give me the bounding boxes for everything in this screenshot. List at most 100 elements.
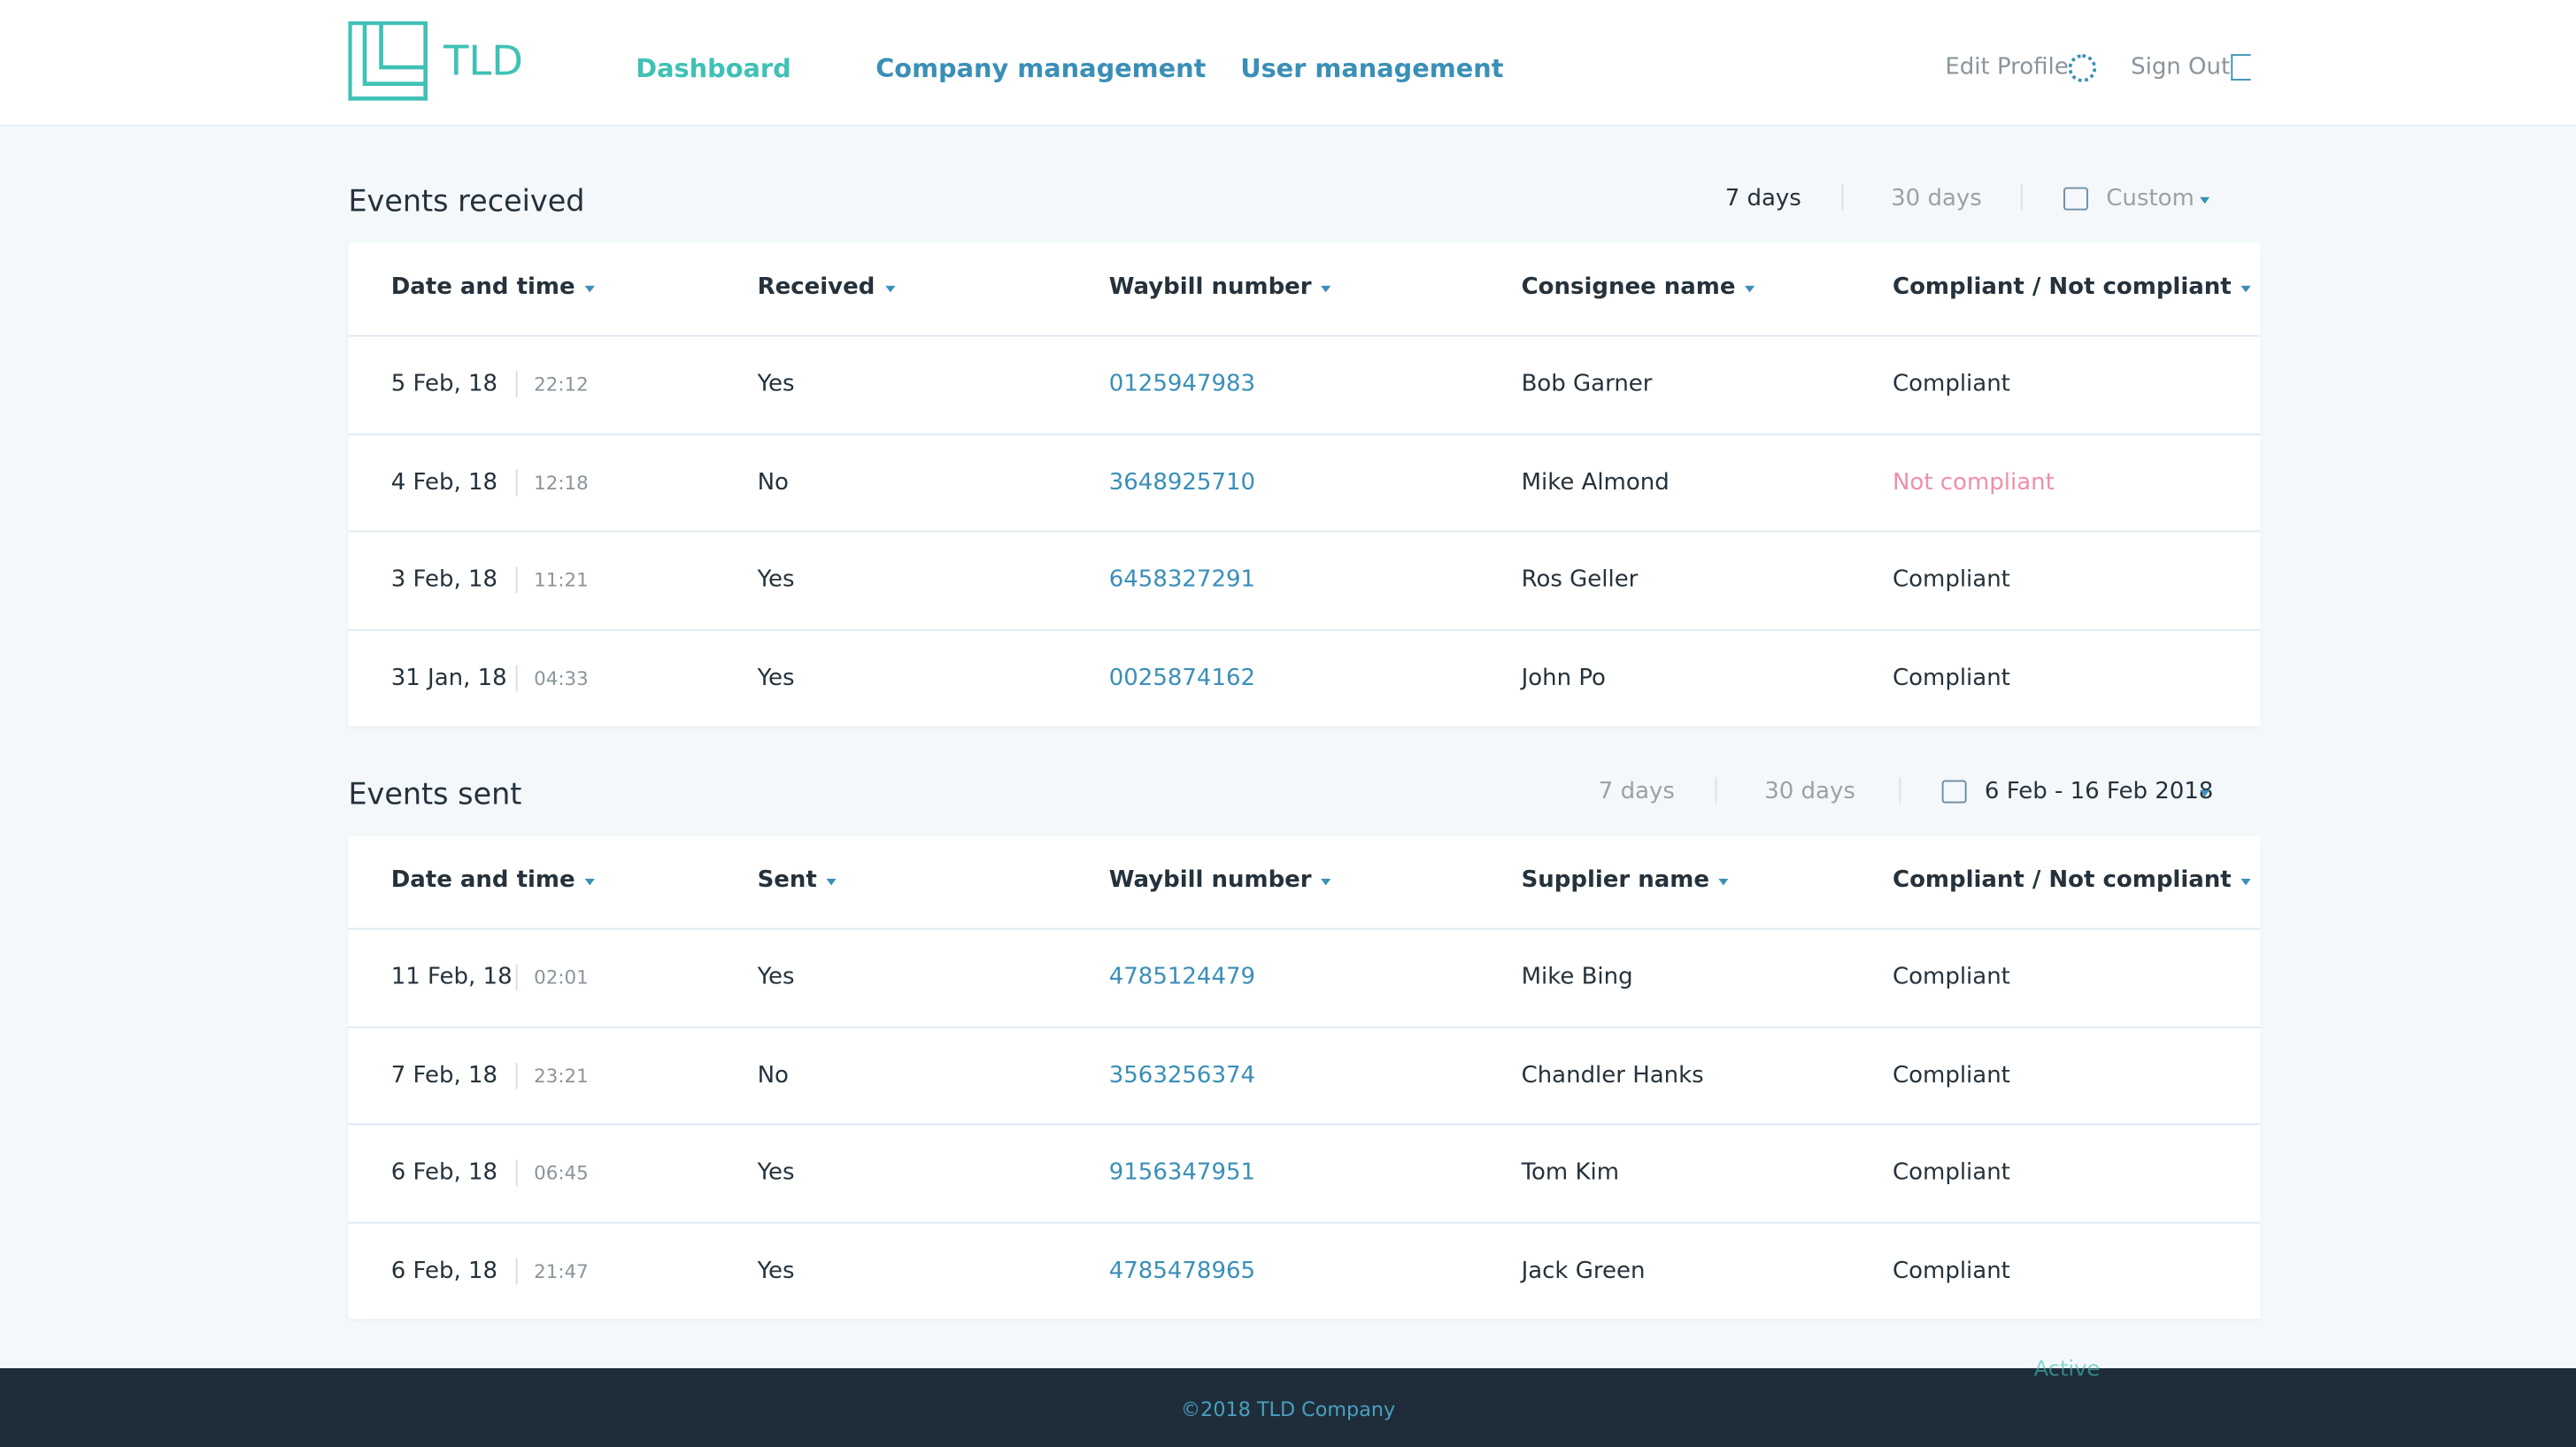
- waybill-link[interactable]: 4785124479: [1108, 964, 1256, 991]
- status-label: Active: [2033, 1357, 2101, 1382]
- calendar-icon: [2063, 187, 2088, 211]
- caret: [1745, 285, 1755, 293]
- date: 6 Feb, 18: [390, 1159, 498, 1186]
- time: 02:01: [534, 966, 589, 989]
- column-header[interactable]: Received: [757, 273, 875, 301]
- cell: Jack Green: [1521, 1257, 1646, 1284]
- time: 11:21: [534, 568, 589, 592]
- time-divider: [515, 1061, 518, 1089]
- date: 31 Jan, 18: [390, 664, 507, 691]
- row-divider: [348, 1220, 2261, 1223]
- caret: [584, 285, 595, 293]
- row-divider: [348, 433, 2261, 435]
- column-header[interactable]: Waybill number: [1108, 866, 1312, 894]
- filter[interactable]: 7 days: [1598, 778, 1675, 805]
- filter[interactable]: 6 Feb - 16 Feb 2018: [1984, 778, 2214, 805]
- time-divider: [515, 1159, 518, 1186]
- header-action[interactable]: Sign Out: [2131, 54, 2231, 81]
- filter[interactable]: 7 days: [1724, 185, 1801, 212]
- divider: [1715, 776, 1717, 804]
- status: Compliant: [1892, 1061, 2010, 1089]
- cell: No: [757, 1061, 789, 1089]
- settings-icon: [2068, 54, 2097, 82]
- divider: [1899, 776, 1901, 804]
- filter[interactable]: Custom: [2106, 185, 2194, 212]
- cell: Mike Almond: [1521, 468, 1670, 496]
- cell: Chandler Hanks: [1521, 1061, 1704, 1089]
- waybill-link[interactable]: 3563256374: [1108, 1061, 1256, 1089]
- time-divider: [515, 371, 518, 398]
- section-title: Events sent: [348, 777, 522, 812]
- cell: No: [757, 468, 789, 496]
- header-action[interactable]: Edit Profile: [1945, 54, 2069, 81]
- column-header[interactable]: Compliant / Not compliant: [1892, 273, 2232, 301]
- header: [0, 0, 2576, 127]
- date: 6 Feb, 18: [390, 1257, 498, 1284]
- row-divider: [348, 927, 2261, 930]
- cell: Ros Geller: [1521, 566, 1639, 593]
- nav-link[interactable]: Company management: [875, 54, 1207, 84]
- cell: Yes: [757, 964, 795, 991]
- status: Compliant: [1892, 664, 2010, 691]
- filter[interactable]: 30 days: [1891, 185, 1982, 212]
- date: 7 Feb, 18: [390, 1061, 498, 1089]
- row-divider: [348, 1123, 2261, 1126]
- waybill-link[interactable]: 0125947983: [1108, 371, 1256, 398]
- divider: [1841, 183, 1844, 211]
- column-header[interactable]: Sent: [757, 866, 817, 894]
- status: Compliant: [1892, 1257, 2010, 1284]
- time: 06:45: [534, 1161, 589, 1185]
- waybill-link[interactable]: 3648925710: [1108, 468, 1256, 496]
- footer-text: ©2018 TLD Company: [1180, 1397, 1396, 1421]
- logo-text: TLD: [443, 36, 524, 85]
- caret: [584, 878, 595, 886]
- status: Not compliant: [1892, 468, 2055, 496]
- date: 3 Feb, 18: [390, 566, 498, 593]
- logo-icon: [348, 21, 428, 101]
- section-title: Events received: [348, 184, 585, 219]
- caret: [884, 285, 895, 293]
- cell: Bob Garner: [1521, 371, 1653, 398]
- column-header[interactable]: Waybill number: [1108, 273, 1312, 301]
- cell: Yes: [757, 1159, 795, 1186]
- caret: [1719, 878, 1730, 886]
- date: 4 Feb, 18: [390, 468, 498, 496]
- caret: [2241, 878, 2251, 886]
- time-divider: [515, 664, 518, 691]
- cell: Yes: [757, 664, 795, 691]
- footer: [0, 1367, 2576, 1447]
- column-header[interactable]: Supplier name: [1521, 866, 1710, 894]
- waybill-link[interactable]: 4785478965: [1108, 1257, 1256, 1284]
- cell: Mike Bing: [1521, 964, 1633, 991]
- nav-link[interactable]: User management: [1240, 54, 1504, 84]
- row-divider: [348, 1026, 2261, 1028]
- caret: [2200, 196, 2210, 204]
- column-header[interactable]: Date and time: [390, 273, 575, 301]
- column-header[interactable]: Compliant / Not compliant: [1892, 866, 2232, 894]
- waybill-link[interactable]: 0025874162: [1108, 664, 1256, 691]
- time-divider: [515, 566, 518, 593]
- time: 23:21: [534, 1063, 589, 1087]
- time-divider: [515, 964, 518, 991]
- cell: Tom Kim: [1521, 1159, 1620, 1186]
- time: 22:12: [534, 373, 589, 396]
- time-divider: [515, 468, 518, 496]
- filter[interactable]: 30 days: [1764, 778, 1855, 805]
- caret: [1321, 878, 1331, 886]
- status: Compliant: [1892, 964, 2010, 991]
- caret: [1321, 285, 1331, 293]
- waybill-link[interactable]: 9156347951: [1108, 1159, 1256, 1186]
- column-header[interactable]: Consignee name: [1521, 273, 1736, 301]
- cell: John Po: [1521, 664, 1606, 691]
- column-header[interactable]: Date and time: [390, 866, 575, 894]
- nav-link[interactable]: Dashboard: [636, 54, 791, 84]
- time-divider: [515, 1257, 518, 1284]
- time: 21:47: [534, 1258, 589, 1282]
- cell: Yes: [757, 566, 795, 593]
- row-divider: [348, 530, 2261, 533]
- time: 12:18: [534, 470, 589, 494]
- cell: Yes: [757, 371, 795, 398]
- waybill-link[interactable]: 6458327291: [1108, 566, 1256, 593]
